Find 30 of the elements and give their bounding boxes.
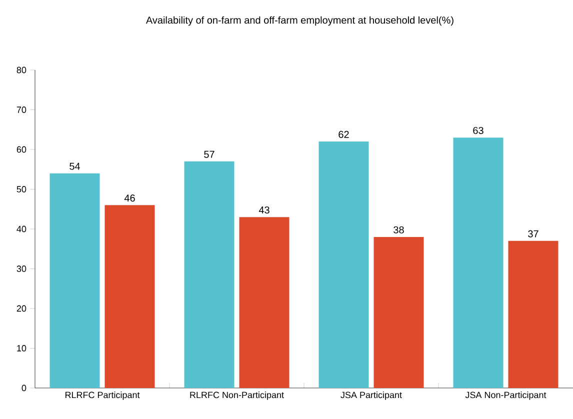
x-tick-label: JSA Participant: [340, 392, 402, 400]
x-tick-label: RLRFC Non-Participant: [190, 392, 284, 400]
y-tick-label: 70: [16, 106, 26, 113]
bar: [50, 173, 100, 388]
data-label: 38: [394, 226, 404, 234]
bar: [453, 138, 504, 388]
x-tick-label: JSA Non-Participant: [465, 392, 546, 400]
bar: [318, 142, 369, 388]
y-tick-label: 10: [17, 345, 26, 352]
data-label: 57: [204, 150, 214, 158]
bar: [508, 240, 558, 388]
bar: [184, 161, 234, 388]
data-label: 54: [70, 162, 80, 170]
data-label: 37: [528, 230, 538, 238]
bar: [374, 236, 424, 388]
y-tick-label: 60: [16, 146, 26, 153]
bar: [104, 205, 155, 388]
y-tick-label: 0: [22, 384, 26, 392]
y-tick-label: 50: [16, 186, 26, 192]
data-label: 63: [473, 126, 484, 134]
data-label: 43: [258, 206, 270, 214]
y-tick-label: 20: [16, 305, 26, 312]
data-label: 62: [338, 130, 349, 138]
bar: [239, 217, 290, 388]
x-tick-label: RLRFC Participant: [65, 392, 140, 400]
y-tick-label: 40: [16, 226, 26, 232]
y-tick-label: 30: [16, 266, 26, 272]
data-label: 46: [124, 194, 135, 202]
chart-title: Availability of on-farm and off-farm employment at household level(%): [146, 16, 454, 26]
y-tick-label: 80: [16, 66, 26, 74]
